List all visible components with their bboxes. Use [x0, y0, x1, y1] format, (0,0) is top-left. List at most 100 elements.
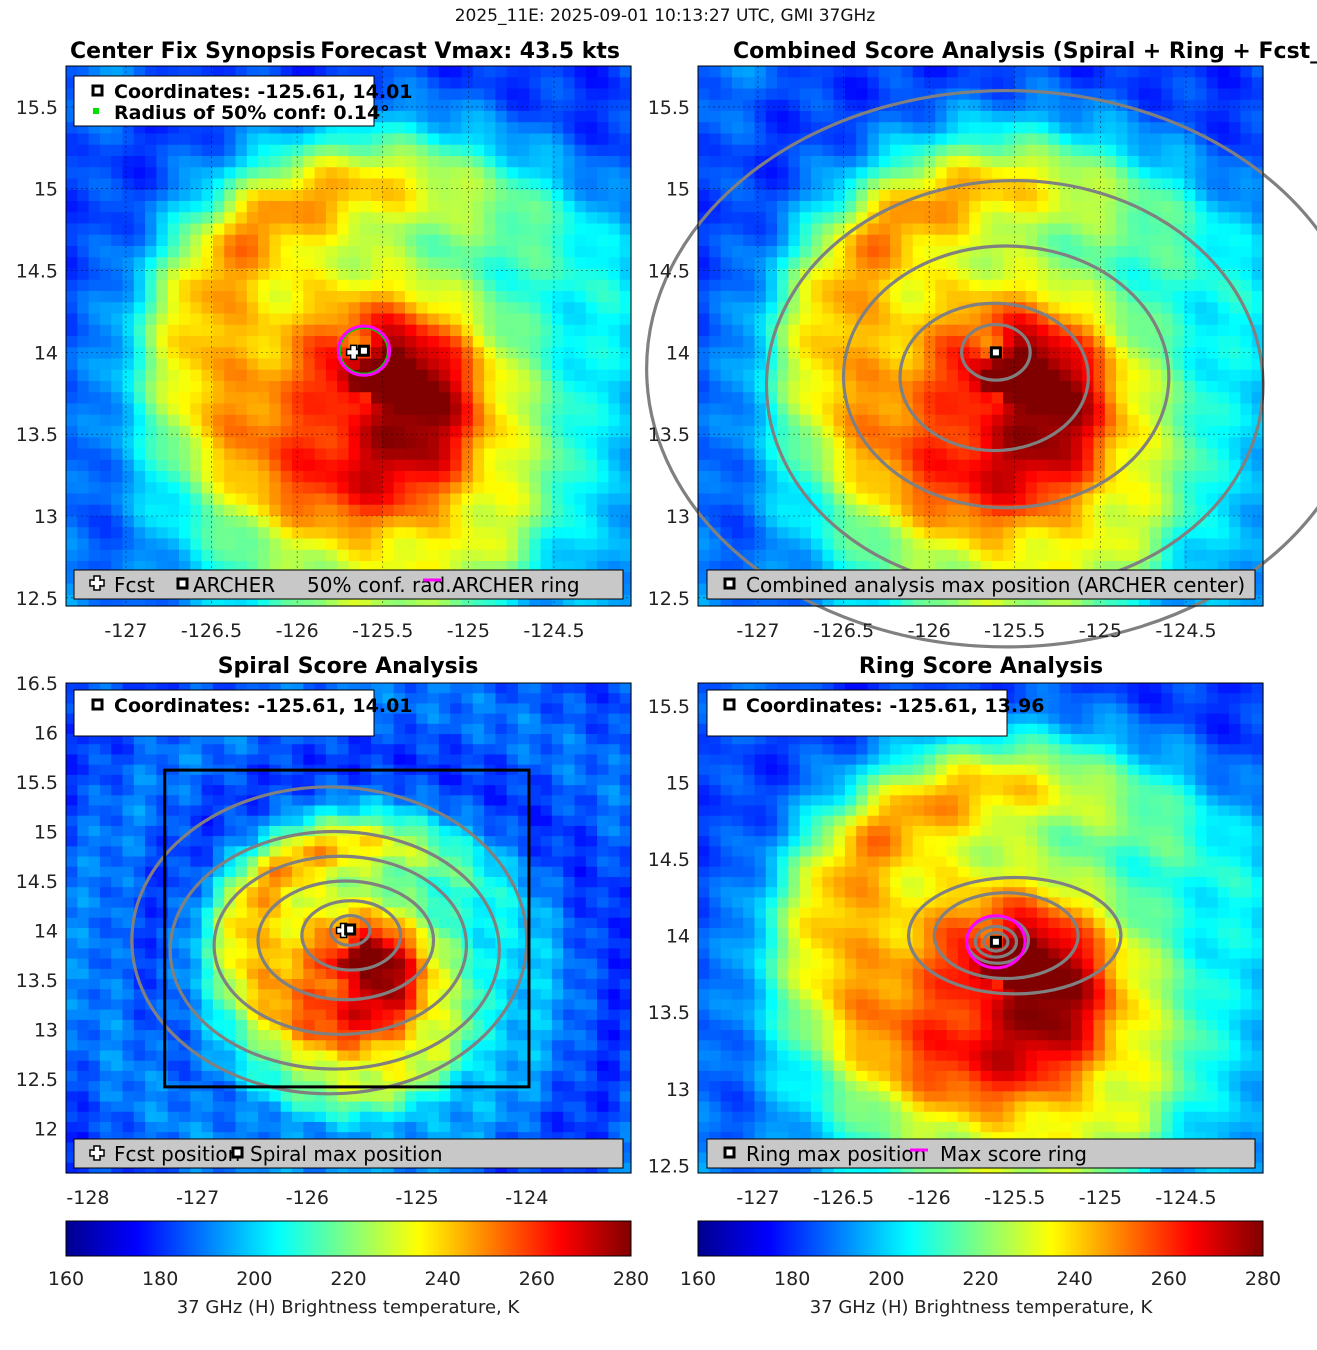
heatmap-cell [856, 403, 869, 416]
y-tick-label: 15.5 [648, 97, 690, 119]
heatmap-cell [156, 223, 169, 236]
heatmap-cell [540, 291, 553, 303]
heatmap-cell [450, 156, 463, 168]
heatmap-cell [799, 369, 812, 382]
heatmap-cell [551, 403, 564, 416]
heatmap-cell [731, 302, 744, 315]
heatmap-cell [856, 482, 869, 495]
heatmap-cell [856, 549, 869, 562]
heatmap-cell [1082, 504, 1095, 517]
heatmap-cell [540, 223, 553, 236]
heatmap-cell [224, 683, 237, 694]
heatmap-cell [731, 268, 744, 281]
heatmap-cell [156, 279, 169, 292]
heatmap-cell [111, 223, 124, 236]
heatmap-cell [371, 189, 383, 202]
heatmap-cell [450, 223, 463, 236]
heatmap-cell [88, 538, 101, 551]
heatmap-cell [912, 212, 925, 225]
heatmap-cell [1217, 594, 1230, 607]
heatmap-cell [743, 302, 756, 315]
synopsis-panel: Center Fix Synopsis Forecast Vmax: 43.5 … [16, 39, 632, 642]
heatmap-cell [133, 257, 146, 270]
heatmap-cell [77, 538, 90, 551]
heatmap-cell [867, 527, 880, 540]
heatmap-cell [235, 144, 248, 157]
heatmap-cell [912, 234, 925, 247]
heatmap-cell [901, 527, 914, 540]
heatmap-cell [822, 268, 835, 281]
heatmap-cell [980, 347, 993, 360]
heatmap-cell [156, 561, 169, 573]
heatmap-cell [608, 246, 621, 258]
heatmap-cell [946, 516, 959, 528]
heatmap-cell [371, 403, 383, 416]
heatmap-cell [393, 144, 406, 157]
heatmap-cell [1161, 223, 1174, 236]
heatmap-cell [269, 403, 282, 416]
heatmap-cell [495, 437, 508, 450]
heatmap-cell [314, 561, 327, 573]
heatmap-cell [258, 336, 270, 348]
heatmap-cell [608, 212, 621, 225]
heatmap-cell [788, 426, 801, 438]
heatmap-cell [1048, 358, 1061, 371]
heatmap-cell [382, 448, 395, 461]
heatmap-cell [946, 403, 959, 416]
heatmap-cell [133, 459, 146, 472]
heatmap-cell [1070, 493, 1083, 506]
heatmap-cell [303, 279, 316, 292]
heatmap-cell [1003, 516, 1015, 528]
heatmap-cell [450, 594, 463, 607]
heatmap-cell [438, 459, 451, 472]
heatmap-cell [765, 493, 778, 506]
heatmap-cell [1082, 403, 1095, 416]
heatmap-cell [438, 527, 451, 540]
heatmap-cell [1161, 302, 1174, 315]
heatmap-cell [957, 549, 970, 562]
heatmap-cell [597, 482, 609, 495]
heatmap-cell [1003, 144, 1015, 157]
heatmap-cell [167, 504, 180, 517]
heatmap-cell [1240, 279, 1253, 292]
heatmap-cell [246, 156, 259, 168]
heatmap-cell [1240, 313, 1253, 326]
heatmap-cell [111, 66, 124, 78]
heatmap-cell [111, 302, 124, 315]
conf-radius-marker-icon [93, 108, 99, 114]
heatmap-cell [450, 459, 463, 472]
heatmap-cell [991, 471, 1004, 483]
heatmap-cell [258, 369, 270, 382]
heatmap-cell [472, 561, 485, 573]
heatmap-cell [382, 369, 395, 382]
heatmap-cell [890, 111, 902, 123]
heatmap-cell [833, 369, 846, 382]
heatmap-cell [518, 358, 530, 371]
heatmap-cell [799, 189, 812, 202]
heatmap-cell [1048, 268, 1061, 281]
heatmap-cell [788, 516, 801, 528]
heatmap-cell [1025, 459, 1038, 472]
heatmap-cell [416, 144, 429, 157]
heatmap-cell [1059, 358, 1072, 371]
heatmap-cell [88, 144, 101, 157]
heatmap-cell [348, 516, 361, 528]
heatmap-cell [133, 178, 146, 191]
heatmap-cell [619, 279, 632, 292]
heatmap-cell [405, 471, 417, 483]
heatmap-cell [201, 66, 214, 78]
heatmap-cell [472, 471, 485, 483]
heatmap-cell [540, 437, 553, 450]
heatmap-cell [235, 459, 248, 472]
heatmap-cell [946, 223, 959, 236]
heatmap-cell [563, 133, 576, 146]
heatmap-cell [935, 291, 948, 303]
heatmap-cell [450, 212, 463, 225]
center-marker [989, 346, 1002, 359]
heatmap-cell [1150, 268, 1162, 281]
heatmap-cell [551, 538, 564, 551]
heatmap-cell [867, 426, 880, 438]
heatmap-cell [878, 538, 891, 551]
heatmap-cell [698, 538, 710, 551]
heatmap-cell [461, 313, 474, 326]
